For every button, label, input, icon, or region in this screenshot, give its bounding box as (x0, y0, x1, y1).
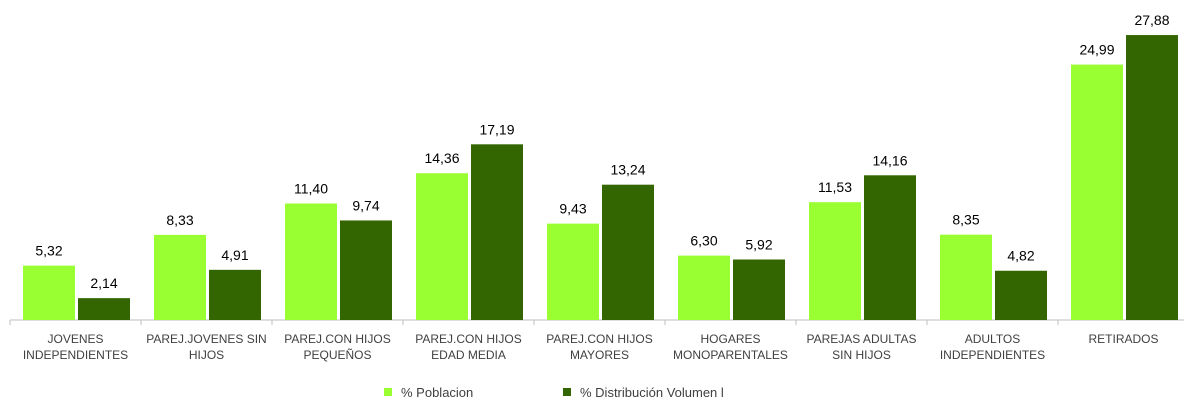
bar (602, 184, 654, 320)
legend-label: % Poblacion (401, 385, 473, 400)
x-tick-label: RETIRADOS (1088, 332, 1159, 346)
data-label: 24,99 (1079, 42, 1114, 58)
x-tick-label: PAREJ.CON HIJOS EDAD MEDIA (415, 332, 522, 362)
data-label: 11,53 (818, 179, 852, 195)
bar (209, 269, 261, 320)
data-label: 11,40 (294, 180, 328, 196)
x-tick-label: PAREJAS ADULTAS SIN HIJOS (806, 332, 917, 362)
data-label: 9,74 (352, 197, 379, 213)
bar (864, 175, 916, 320)
data-label: 9,43 (559, 201, 586, 217)
bar (285, 203, 337, 320)
bar (678, 255, 730, 320)
x-tick-label: ADULTOS INDEPENDIENTES (939, 332, 1046, 362)
data-label: 2,14 (90, 275, 117, 291)
legend-swatch (384, 388, 392, 396)
bar (547, 223, 599, 320)
bar (995, 270, 1047, 320)
legend-swatch (563, 388, 571, 396)
legend-label: % Distribución Volumen l (580, 385, 724, 400)
bar (1071, 64, 1123, 320)
data-label: 8,35 (952, 212, 979, 228)
bar (940, 234, 992, 320)
bar (340, 220, 392, 320)
data-label: 27,88 (1134, 12, 1169, 28)
x-tick-label: PAREJ.CON HIJOS PEQUEÑOS (284, 332, 391, 362)
x-tick-label: JOVENES INDEPENDIENTES (22, 332, 129, 362)
data-label: 17,19 (479, 121, 514, 137)
bar (733, 259, 785, 320)
bar (154, 234, 206, 320)
data-label: 14,16 (872, 152, 907, 168)
x-tick-label: PAREJ.CON HIJOS MAYORES (546, 332, 653, 362)
bar (471, 144, 523, 320)
data-label: 5,92 (745, 236, 772, 252)
data-label: 14,36 (424, 150, 459, 166)
bar (23, 265, 75, 320)
data-label: 13,24 (610, 162, 645, 178)
x-tick-label: PAREJ.JOVENES SIN HIJOS (146, 332, 267, 362)
data-label: 6,30 (690, 233, 717, 249)
bar (809, 202, 861, 320)
data-label: 4,91 (221, 247, 248, 263)
bar (1126, 35, 1178, 320)
data-label: 4,82 (1007, 248, 1034, 264)
x-tick-label: HOGARES MONOPARENTALES (673, 332, 788, 362)
data-label: 5,32 (35, 243, 62, 259)
bar (416, 173, 468, 320)
data-label: 8,33 (166, 212, 193, 228)
bar (78, 298, 130, 320)
